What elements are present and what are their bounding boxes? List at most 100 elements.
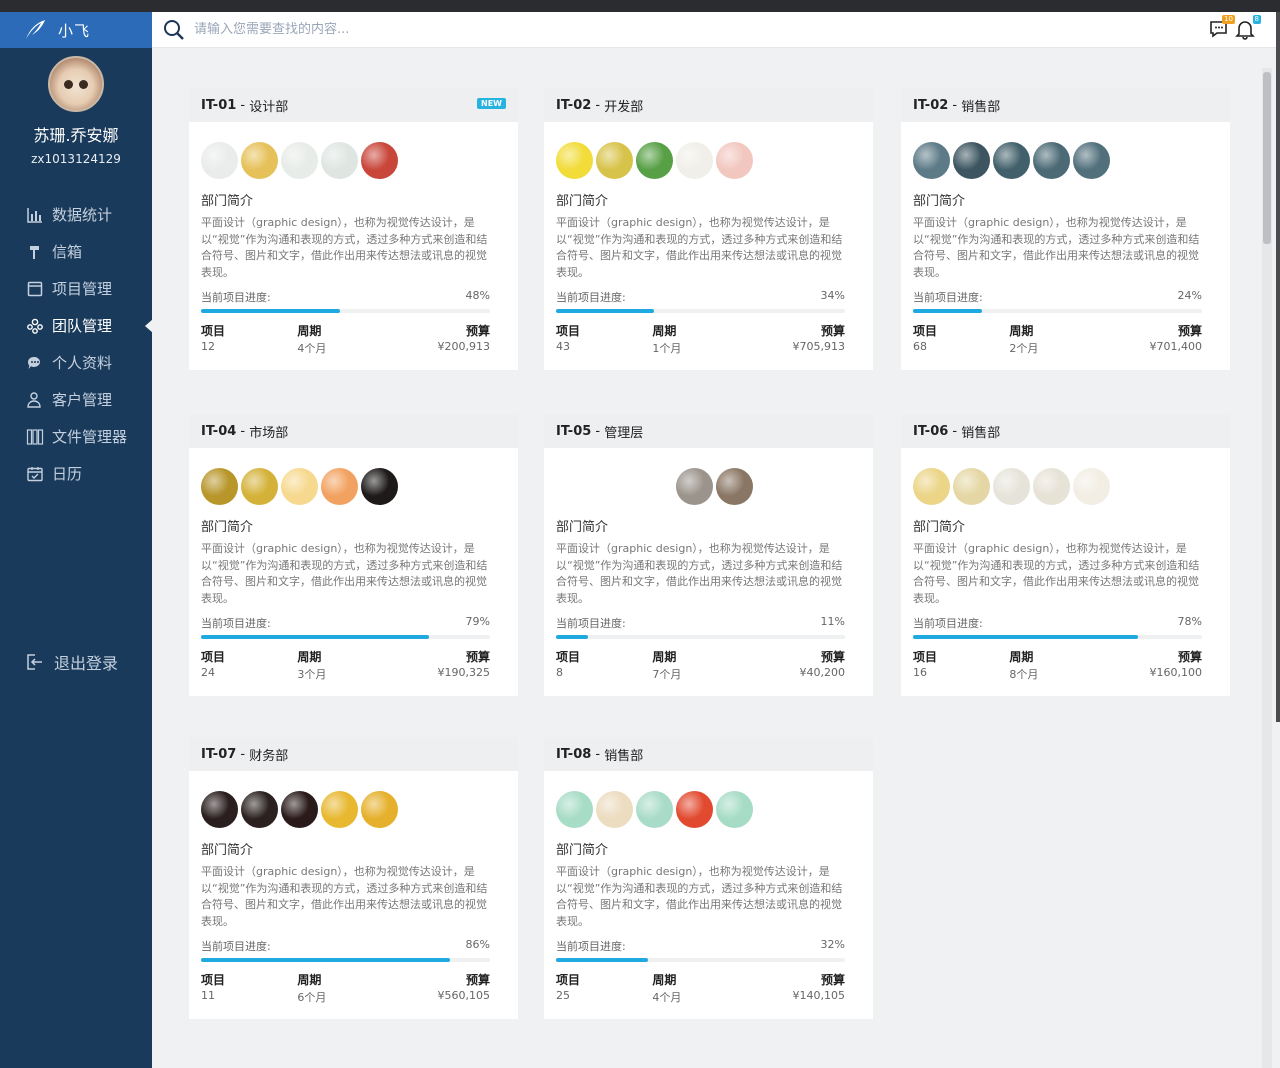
sidebar-item-mailbox[interactable]: 信箱 <box>0 233 152 270</box>
progress-bar <box>556 958 845 962</box>
member-avatar[interactable] <box>281 791 318 828</box>
avatar[interactable] <box>48 56 104 112</box>
projects-stat: 项目 68 <box>913 322 1009 356</box>
member-avatar[interactable] <box>241 468 278 505</box>
member-avatar[interactable] <box>953 142 990 179</box>
member-avatar[interactable] <box>716 468 753 505</box>
member-avatar[interactable] <box>201 791 238 828</box>
progress-fill <box>556 958 649 962</box>
logout-button[interactable]: 退出登录 <box>0 647 152 677</box>
sidebar-item-calendar[interactable]: 日历 <box>0 455 152 492</box>
cycle-label: 周期 <box>297 650 322 664</box>
member-avatar[interactable] <box>1073 468 1110 505</box>
sidebar-item-customers[interactable]: 客户管理 <box>0 381 152 418</box>
team-card[interactable]: IT-06 - 销售部 部门简介 平面设计（graphic design），也称… <box>901 414 1230 696</box>
department-name: 市场部 <box>249 425 289 441</box>
member-avatar[interactable] <box>993 468 1030 505</box>
brand-bar[interactable]: 小飞 <box>0 12 152 48</box>
progress-fill <box>913 309 983 313</box>
team-card[interactable]: IT-01 - 设计部 NEW 部门简介 平面设计（graphic design… <box>189 88 518 370</box>
team-card[interactable]: IT-08 - 销售部 部门简介 平面设计（graphic design），也称… <box>544 737 873 1019</box>
team-card[interactable]: IT-02 - 开发部 部门简介 平面设计（graphic design），也称… <box>544 88 873 370</box>
member-avatar[interactable] <box>361 468 398 505</box>
messages-button[interactable]: 10 <box>1208 15 1235 40</box>
member-avatar[interactable] <box>201 142 238 179</box>
member-avatar[interactable] <box>913 142 950 179</box>
member-avatar[interactable] <box>596 791 633 828</box>
search-input[interactable] <box>194 22 494 37</box>
team-card[interactable]: IT-07 - 财务部 部门简介 平面设计（graphic design），也称… <box>189 737 518 1019</box>
member-avatar[interactable] <box>281 142 318 179</box>
sidebar-item-data-stats[interactable]: 数据统计 <box>0 196 152 233</box>
team-card[interactable]: IT-04 - 市场部 部门简介 平面设计（graphic design），也称… <box>189 414 518 696</box>
member-avatar[interactable] <box>913 468 950 505</box>
member-avatar[interactable] <box>241 791 278 828</box>
team-card[interactable]: IT-05 - 管理层 部门简介 平面设计（graphic design），也称… <box>544 414 873 696</box>
member-avatar[interactable] <box>321 142 358 179</box>
budget-value: ¥200,913 <box>437 340 490 353</box>
header-separator: - <box>591 97 605 113</box>
member-avatar[interactable] <box>636 791 673 828</box>
progress-value: 78% <box>1177 615 1202 628</box>
project-icon <box>27 281 43 296</box>
progress-row: 当前项目进度: 11% <box>544 610 873 631</box>
projects-label: 项目 <box>556 650 581 664</box>
projects-label: 项目 <box>556 324 581 338</box>
sidebar-item-projects[interactable]: 项目管理 <box>0 270 152 307</box>
user-id: zx1013124129 <box>31 152 121 166</box>
progress-row: 当前项目进度: 86% <box>189 933 518 954</box>
search-icon[interactable] <box>162 18 186 42</box>
cycle-value: 7个月 <box>652 668 682 681</box>
member-avatar[interactable] <box>556 468 593 505</box>
card-header: IT-02 - 销售部 <box>901 88 1230 122</box>
description-title: 部门简介 <box>201 843 254 858</box>
cycle-stat: 周期 1个月 <box>652 322 748 356</box>
cycle-stat: 周期 4个月 <box>297 322 393 356</box>
budget-value: ¥560,105 <box>437 989 490 1002</box>
cycle-label: 周期 <box>1009 324 1034 338</box>
sidebar-item-team[interactable]: 团队管理 <box>0 307 153 344</box>
projects-stat: 项目 43 <box>556 322 652 356</box>
notifications-button[interactable]: 8 <box>1234 15 1261 40</box>
member-avatar[interactable] <box>676 468 713 505</box>
projects-stat: 项目 8 <box>556 648 652 682</box>
member-avatars <box>189 468 518 505</box>
member-avatar[interactable] <box>241 142 278 179</box>
member-avatar[interactable] <box>953 468 990 505</box>
description-title: 部门简介 <box>201 520 254 535</box>
member-avatar[interactable] <box>321 791 358 828</box>
member-avatar[interactable] <box>281 468 318 505</box>
projects-label: 项目 <box>201 650 226 664</box>
sidebar-item-profile[interactable]: 个人资料 <box>0 344 152 381</box>
progress-fill <box>201 309 340 313</box>
member-avatar[interactable] <box>361 142 398 179</box>
member-avatar[interactable] <box>1033 468 1070 505</box>
progress-label: 当前项目进度: <box>556 291 626 304</box>
progress-bar <box>556 309 845 313</box>
member-avatar[interactable] <box>716 142 753 179</box>
member-avatar[interactable] <box>361 791 398 828</box>
member-avatars <box>901 142 1230 179</box>
member-avatar[interactable] <box>556 142 593 179</box>
member-avatar[interactable] <box>1073 142 1110 179</box>
member-avatar[interactable] <box>596 468 633 505</box>
member-avatar[interactable] <box>636 142 673 179</box>
member-avatar[interactable] <box>676 791 713 828</box>
team-icon <box>27 318 43 334</box>
member-avatar[interactable] <box>676 142 713 179</box>
member-avatar[interactable] <box>716 791 753 828</box>
cycle-stat: 周期 4个月 <box>652 971 748 1005</box>
member-avatar[interactable] <box>556 791 593 828</box>
cycle-stat: 周期 6个月 <box>297 971 393 1005</box>
scrollbar-thumb[interactable] <box>1263 72 1271 244</box>
member-avatar[interactable] <box>321 468 358 505</box>
member-avatar[interactable] <box>636 468 673 505</box>
member-avatar[interactable] <box>1033 142 1070 179</box>
sidebar-item-label: 文件管理器 <box>52 428 128 446</box>
member-avatar[interactable] <box>201 468 238 505</box>
sidebar-item-file-manager[interactable]: 文件管理器 <box>0 418 152 455</box>
member-avatar[interactable] <box>993 142 1030 179</box>
scrollbar-track[interactable] <box>1262 68 1272 1068</box>
team-card[interactable]: IT-02 - 销售部 部门简介 平面设计（graphic design），也称… <box>901 88 1230 370</box>
member-avatar[interactable] <box>596 142 633 179</box>
